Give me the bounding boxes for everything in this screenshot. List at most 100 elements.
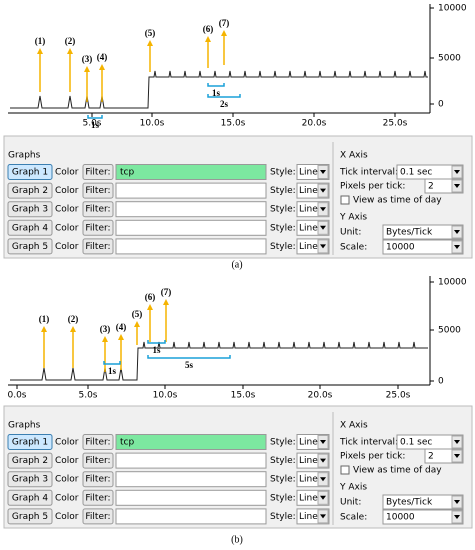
x-tick-label: 20.0s	[302, 119, 327, 129]
arrow-head	[147, 304, 153, 310]
dropdown-arrow	[454, 170, 460, 174]
graph-button[interactable]	[7, 452, 53, 469]
dropdown-arrow	[454, 245, 460, 249]
pixels-select-value: 2	[428, 182, 434, 192]
pixels-select-value: 2	[428, 452, 434, 462]
style-label: Style:	[270, 186, 296, 196]
filter-button[interactable]	[82, 219, 114, 236]
filter-input[interactable]	[115, 164, 267, 180]
filter-input[interactable]	[115, 238, 267, 255]
graph-button[interactable]	[7, 489, 53, 506]
dropdown-arrow	[320, 170, 326, 174]
dropdown-arrow	[454, 184, 460, 188]
filter-input[interactable]	[115, 452, 267, 469]
filter-button-label: Filter:	[85, 223, 110, 233]
x-tick-label: 15.0s	[231, 391, 256, 401]
graph-button-label: Graph 5	[12, 512, 48, 522]
filter-button[interactable]	[82, 452, 114, 469]
graph-button[interactable]	[7, 219, 53, 236]
graph-button-label: Graph 2	[12, 456, 48, 466]
tick-interval-select-value: 0.1 sec	[400, 168, 432, 178]
x-tick-label: 20.0s	[308, 391, 333, 401]
filter-input[interactable]	[115, 201, 267, 218]
graph-button-label: Graph 1	[12, 438, 48, 448]
unit-label: Unit:	[340, 228, 361, 238]
filter-button[interactable]	[82, 434, 114, 450]
graph-button-label: Graph 2	[12, 186, 48, 196]
filter-input[interactable]	[115, 434, 267, 450]
filter-button-label: Filter:	[85, 512, 110, 522]
graph-button[interactable]	[7, 238, 53, 255]
graphs-title: Graphs	[8, 421, 41, 431]
x-axis-title: X Axis	[340, 151, 368, 161]
color-label: Color	[55, 493, 79, 503]
scale-select[interactable]	[382, 509, 464, 525]
unit-select[interactable]	[382, 224, 464, 240]
y-tick-label: 0	[438, 100, 444, 110]
graph-button[interactable]	[7, 164, 53, 180]
filter-input[interactable]	[115, 508, 267, 525]
graph-button[interactable]	[7, 182, 53, 199]
view-label: View as time of day	[353, 196, 442, 206]
color-label: Color	[55, 242, 79, 252]
style-label: Style:	[270, 456, 296, 466]
filter-button[interactable]	[82, 471, 114, 488]
span-bracket	[147, 355, 231, 359]
x-tick-label: 10.0s	[153, 391, 178, 401]
filter-button[interactable]	[82, 201, 114, 218]
view-checkbox[interactable]	[340, 465, 350, 475]
tick-interval-label: Tick interval:	[339, 438, 398, 448]
filter-button-label: Filter:	[85, 168, 110, 178]
color-label: Color	[55, 456, 79, 466]
arrow-head	[134, 321, 140, 327]
style-label: Style:	[270, 223, 296, 233]
caption: (a)	[231, 259, 242, 270]
graph-button-label: Graph 4	[12, 223, 48, 233]
filter-input[interactable]	[115, 182, 267, 199]
span-label: 5s	[185, 360, 194, 370]
style-value: Line	[299, 223, 318, 233]
filter-button-label: Filter:	[85, 438, 110, 448]
unit-label: Unit:	[340, 498, 361, 508]
annotation-label: (5)	[145, 28, 156, 38]
scale-label: Scale:	[340, 243, 367, 253]
dropdown-arrow	[320, 458, 326, 463]
pixels-label: Pixels per tick:	[340, 452, 405, 462]
y-axis-title: Y Axis	[339, 213, 367, 223]
style-value: Line	[299, 186, 318, 196]
span-label: 1s	[152, 345, 161, 355]
filter-input[interactable]	[115, 219, 267, 236]
filter-button[interactable]	[82, 238, 114, 255]
graph-button[interactable]	[7, 434, 53, 450]
filter-button[interactable]	[82, 182, 114, 199]
filter-input[interactable]	[115, 489, 267, 506]
color-label: Color	[55, 438, 79, 448]
annotation-label: (7)	[161, 287, 172, 297]
style-value: Line	[299, 438, 318, 448]
span-bracket	[207, 83, 225, 87]
scale-select[interactable]	[382, 239, 464, 255]
graph-button[interactable]	[7, 471, 53, 488]
style-value: Line	[299, 475, 318, 485]
annotation-label: (1)	[39, 314, 50, 324]
tick-interval-label: Tick interval:	[339, 168, 398, 178]
traffic-line	[10, 341, 428, 381]
arrow-head	[99, 64, 105, 70]
dropdown-arrow	[320, 477, 326, 482]
filter-button[interactable]	[82, 164, 114, 180]
filter-button[interactable]	[82, 489, 114, 506]
filter-button[interactable]	[82, 508, 114, 525]
annotation-label: (4)	[97, 52, 108, 62]
graph-button[interactable]	[7, 201, 53, 218]
x-tick-label: 10.0s	[140, 119, 165, 129]
pixels-label: Pixels per tick:	[340, 182, 405, 192]
arrow-head	[163, 299, 169, 305]
filter-value: tcp	[120, 438, 134, 448]
filter-input[interactable]	[115, 471, 267, 488]
unit-select-value: Bytes/Tick	[386, 498, 433, 508]
unit-select[interactable]	[382, 494, 464, 510]
view-checkbox[interactable]	[340, 195, 350, 205]
graph-button[interactable]	[7, 508, 53, 525]
span-bracket	[103, 361, 121, 365]
